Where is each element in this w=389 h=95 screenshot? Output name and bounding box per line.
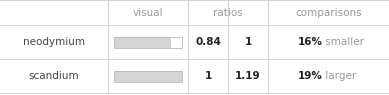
Text: neodymium: neodymium: [23, 37, 85, 47]
Text: visual: visual: [133, 8, 163, 17]
Text: scandium: scandium: [29, 71, 79, 81]
Text: 1: 1: [244, 37, 252, 47]
Text: 0.84: 0.84: [195, 37, 221, 47]
Bar: [171, 36, 182, 48]
Text: 19%: 19%: [298, 71, 322, 81]
Text: smaller: smaller: [322, 37, 364, 47]
Text: ratios: ratios: [213, 8, 243, 17]
Bar: [114, 36, 182, 48]
Text: 1: 1: [204, 71, 212, 81]
Text: 1.19: 1.19: [235, 71, 261, 81]
Text: comparisons: comparisons: [295, 8, 362, 17]
Text: 16%: 16%: [298, 37, 322, 47]
Bar: [114, 70, 182, 82]
Bar: [114, 70, 182, 82]
Text: larger: larger: [322, 71, 357, 81]
Bar: [114, 36, 171, 48]
